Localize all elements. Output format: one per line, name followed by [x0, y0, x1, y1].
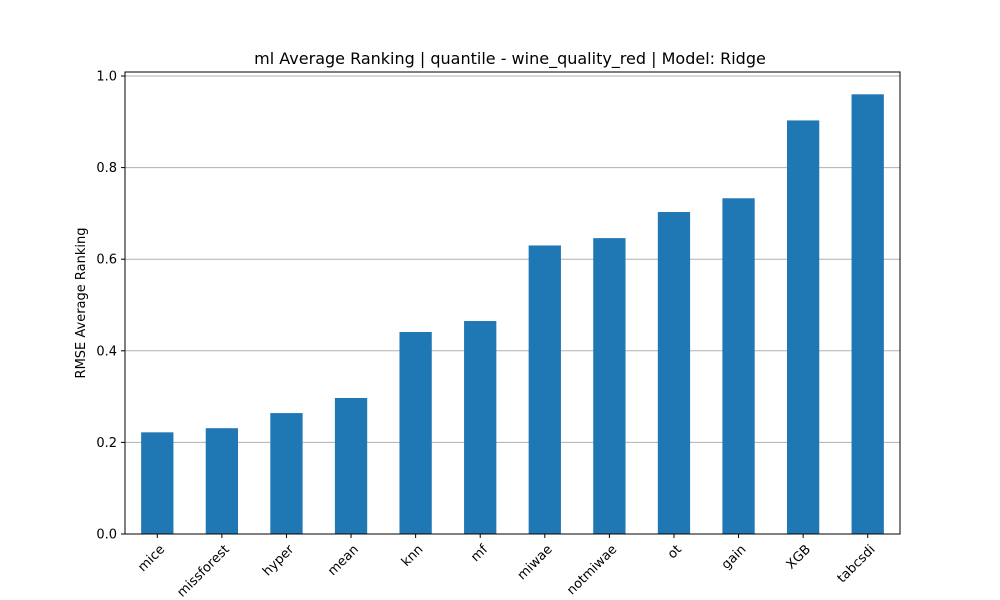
x-tick-label: tabcsdi: [835, 542, 879, 586]
x-axis-ticks: mice missforest hyper mean knn mf miwae notmiwa…: [135, 534, 879, 600]
x-tick-label: missforest: [175, 542, 233, 600]
x-tick-label: hyper: [260, 542, 298, 580]
bar-XGB: [786, 120, 820, 535]
bar-gain: [722, 198, 755, 534]
bar-hyper: [270, 413, 303, 534]
x-tick-label: notmiwae: [564, 542, 620, 598]
x-tick-label: gain: [719, 542, 749, 572]
bar-tabcsdi: [851, 94, 884, 534]
bar-mean: [334, 397, 368, 534]
y-tick-label: 0.8: [96, 161, 117, 176]
x-tick-label: mf: [468, 542, 491, 565]
bar-mice: [141, 432, 174, 534]
x-tick-label: mice: [135, 542, 168, 575]
x-tick-label: miwae: [515, 542, 556, 583]
y-gridlines: [125, 75, 900, 443]
y-tick-label: 0.2: [96, 436, 117, 451]
y-tick-label: 0.6: [96, 253, 117, 268]
y-tick-label: 0.0: [96, 528, 117, 543]
plot-frame: [124, 71, 901, 535]
bars: [141, 94, 884, 535]
bar-mf: [464, 321, 497, 534]
bar-notmiwae: [593, 238, 626, 534]
y-tick-label: 0.4: [96, 344, 117, 359]
y-tick-label: 1.0: [96, 70, 117, 85]
x-tick-label: knn: [399, 542, 427, 570]
chart-title: ml Average Ranking | quantile - wine_qua…: [254, 49, 766, 69]
bar-missforest: [205, 428, 239, 534]
x-tick-label: XGB: [784, 542, 814, 572]
bar-miwae: [528, 245, 561, 534]
x-tick-label: ot: [665, 542, 685, 562]
y-axis-ticks: 0.0 0.2 0.4 0.6 0.8 1.0: [96, 70, 125, 543]
x-tick-label: mean: [325, 542, 362, 579]
bar-knn: [399, 332, 432, 534]
y-axis-label: RMSE Average Ranking: [74, 228, 89, 379]
bar-ot: [657, 212, 691, 534]
